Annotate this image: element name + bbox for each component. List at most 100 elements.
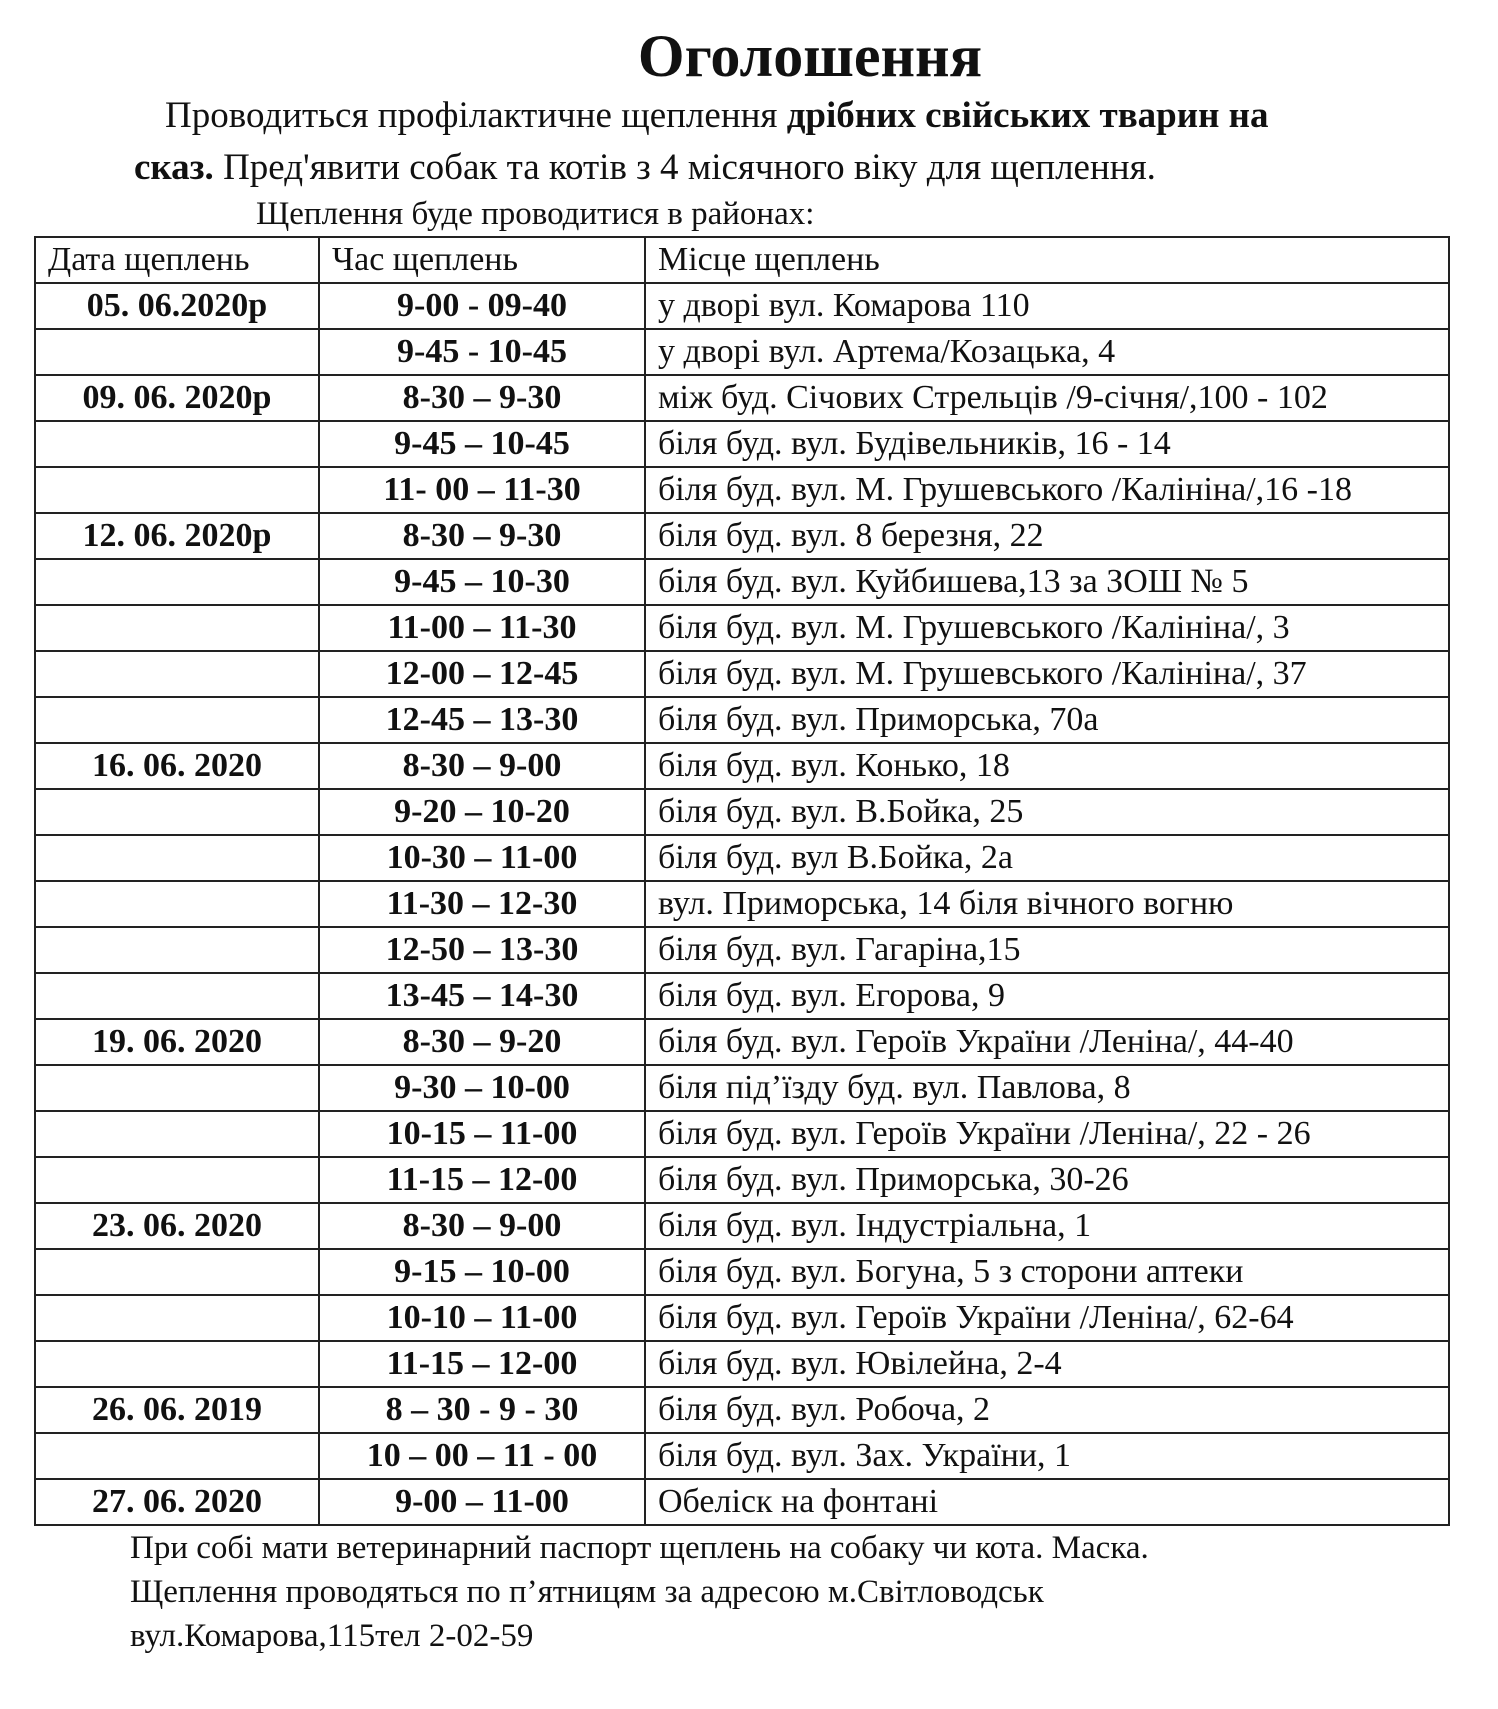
place-cell: біля під’їзду буд. вул. Павлова, 8 [644,1064,1450,1112]
table-row: 11-15 – 12-00 біля буд. вул. Приморська, … [34,1156,1450,1204]
place-cell: біля буд. вул. Робоча, 2 [644,1386,1450,1434]
table-row: 12. 06. 2020р 8-30 – 9-30 біля буд. вул. 8… [34,512,1450,560]
date-cell [34,1110,320,1158]
place-cell: біля буд. вул. Індустріальна, 1 [644,1202,1450,1250]
place-cell: біля буд. вул. Гагаріна,15 [644,926,1450,974]
time-cell: 12-00 – 12-45 [318,650,646,698]
table-row: 10 – 00 – 11 - 00 біля буд. вул. Зах. Укр… [34,1432,1450,1480]
table-row: 12-00 – 12-45 біля буд. вул. М. Грушевськ… [34,650,1450,698]
date-cell [34,834,320,882]
time-cell: 12-50 – 13-30 [318,926,646,974]
table-row: 9-15 – 10-00 біля буд. вул. Богуна, 5 з с… [34,1248,1450,1296]
table-row: 9-45 - 10-45 у дворі вул. Артема/Козацька… [34,328,1450,376]
time-cell: 9-45 – 10-30 [318,558,646,606]
table-row: 05. 06.2020р 9-00 - 09-40 у дворі вул. Ком… [34,282,1450,330]
intro-text: Пред'явити собак та котів з 4 місячного … [213,147,1156,188]
table-row: 10-30 – 11-00 біля буд. вул В.Бойка, 2а [34,834,1450,882]
table-row: 12-50 – 13-30 біля буд. вул. Гагаріна,15 [34,926,1450,974]
page-title: Оголошення [637,23,983,89]
time-cell: 11-15 – 12-00 [318,1340,646,1388]
time-cell: 8-30 – 9-20 [318,1018,646,1066]
time-cell: 8-30 – 9-00 [318,742,646,790]
time-cell: 11-30 – 12-30 [318,880,646,928]
date-cell [34,696,320,744]
date-cell [34,926,320,974]
date-cell [34,880,320,928]
time-cell: 11-15 – 12-00 [318,1156,646,1204]
time-cell: 8-30 – 9-00 [318,1202,646,1250]
place-cell: біля буд. вул В.Бойка, 2а [644,834,1450,882]
header-date: Дата щеплень [34,236,320,284]
date-cell [34,558,320,606]
place-cell: біля буд. вул. М. Грушевського /Калініна… [644,466,1450,514]
time-cell: 9-30 – 10-00 [318,1064,646,1112]
time-cell: 8 – 30 - 9 - 30 [318,1386,646,1434]
date-cell: 12. 06. 2020р [34,512,320,560]
date-cell [34,650,320,698]
time-cell: 9-00 - 09-40 [318,282,646,330]
subtitle: Щеплення буде проводитися в районах: [256,196,815,232]
table-row: 13-45 – 14-30 біля буд. вул. Егорова, 9 [34,972,1450,1020]
table-row: 23. 06. 2020 8-30 – 9-00 біля буд. вул. Ін… [34,1202,1450,1250]
date-cell: 09. 06. 2020р [34,374,320,422]
table-row: 26. 06. 2019 8 – 30 - 9 - 30 біля буд. вул… [34,1386,1450,1434]
time-cell: 12-45 – 13-30 [318,696,646,744]
place-cell: вул. Приморська, 14 біля вічного вогню [644,880,1450,928]
date-cell [34,1432,320,1480]
date-cell [34,972,320,1020]
schedule-table: Дата щеплень Час щеплень Місце щеплень 0… [34,236,1450,1526]
footer-line: При собі мати ветеринарний паспорт щепле… [130,1530,1149,1566]
date-cell: 16. 06. 2020 [34,742,320,790]
date-cell: 19. 06. 2020 [34,1018,320,1066]
place-cell: біля буд. вул. Егорова, 9 [644,972,1450,1020]
header-time: Час щеплень [318,236,646,284]
table-header-row: Дата щеплень Час щеплень Місце щеплень [34,236,1450,284]
time-cell: 13-45 – 14-30 [318,972,646,1020]
time-cell: 10-15 – 11-00 [318,1110,646,1158]
place-cell: у дворі вул. Артема/Козацька, 4 [644,328,1450,376]
table-row: 11- 00 – 11-30 біля буд. вул. М. Грушевсь… [34,466,1450,514]
time-cell: 9-45 - 10-45 [318,328,646,376]
date-cell [34,788,320,836]
date-cell [34,1156,320,1204]
time-cell: 9-00 – 11-00 [318,1478,646,1526]
date-cell [34,466,320,514]
time-cell: 11- 00 – 11-30 [318,466,646,514]
place-cell: біля буд. вул. Зах. України, 1 [644,1432,1450,1480]
date-cell: 26. 06. 2019 [34,1386,320,1434]
date-cell [34,1340,320,1388]
time-cell: 8-30 – 9-30 [318,512,646,560]
place-cell: Обеліск на фонтані [644,1478,1450,1526]
place-cell: біля буд. вул. М. Грушевського /Калініна… [644,604,1450,652]
time-cell: 9-45 – 10-45 [318,420,646,468]
table-row: 11-30 – 12-30 вул. Приморська, 14 біля ві… [34,880,1450,928]
date-cell: 23. 06. 2020 [34,1202,320,1250]
date-cell [34,1064,320,1112]
table-row: 11-15 – 12-00 біля буд. вул. Ювілейна, 2-… [34,1340,1450,1388]
table-row: 9-45 – 10-30 біля буд. вул. Куйбишева,13 … [34,558,1450,606]
footer-line: Щеплення проводяться по п’ятницям за адр… [130,1574,1044,1610]
table-row: 9-45 – 10-45 біля буд. вул. Будівельників… [34,420,1450,468]
table-row: 9-30 – 10-00 біля під’їзду буд. вул. Павл… [34,1064,1450,1112]
date-cell [34,420,320,468]
time-cell: 10-30 – 11-00 [318,834,646,882]
table-row: 9-20 – 10-20 біля буд. вул. В.Бойка, 25 [34,788,1450,836]
time-cell: 9-15 – 10-00 [318,1248,646,1296]
table-row: 27. 06. 2020 9-00 – 11-00 Обеліск на фонта… [34,1478,1450,1526]
time-cell: 11-00 – 11-30 [318,604,646,652]
time-cell: 8-30 – 9-30 [318,374,646,422]
header-place: Місце щеплень [644,236,1450,284]
place-cell: між буд. Січових Стрельців /9-січня/,100… [644,374,1450,422]
intro-bold-text: сказ. [134,147,214,188]
place-cell: біля буд. вул. Богуна, 5 з сторони аптек… [644,1248,1450,1296]
place-cell: біля буд. вул. Приморська, 70а [644,696,1450,744]
table-row: 10-15 – 11-00 біля буд. вул. Героїв Украї… [34,1110,1450,1158]
intro-line-2: сказ. Пред'явити собак та котів з 4 міся… [134,146,1156,189]
time-cell: 10-10 – 11-00 [318,1294,646,1342]
date-cell [34,604,320,652]
place-cell: біля буд. вул. Героїв України /Леніна/, … [644,1294,1450,1342]
place-cell: біля буд. вул. Героїв України /Леніна/, … [644,1018,1450,1066]
date-cell [34,1294,320,1342]
date-cell [34,328,320,376]
intro-text: Проводиться профілактичне щеплення [165,95,787,136]
